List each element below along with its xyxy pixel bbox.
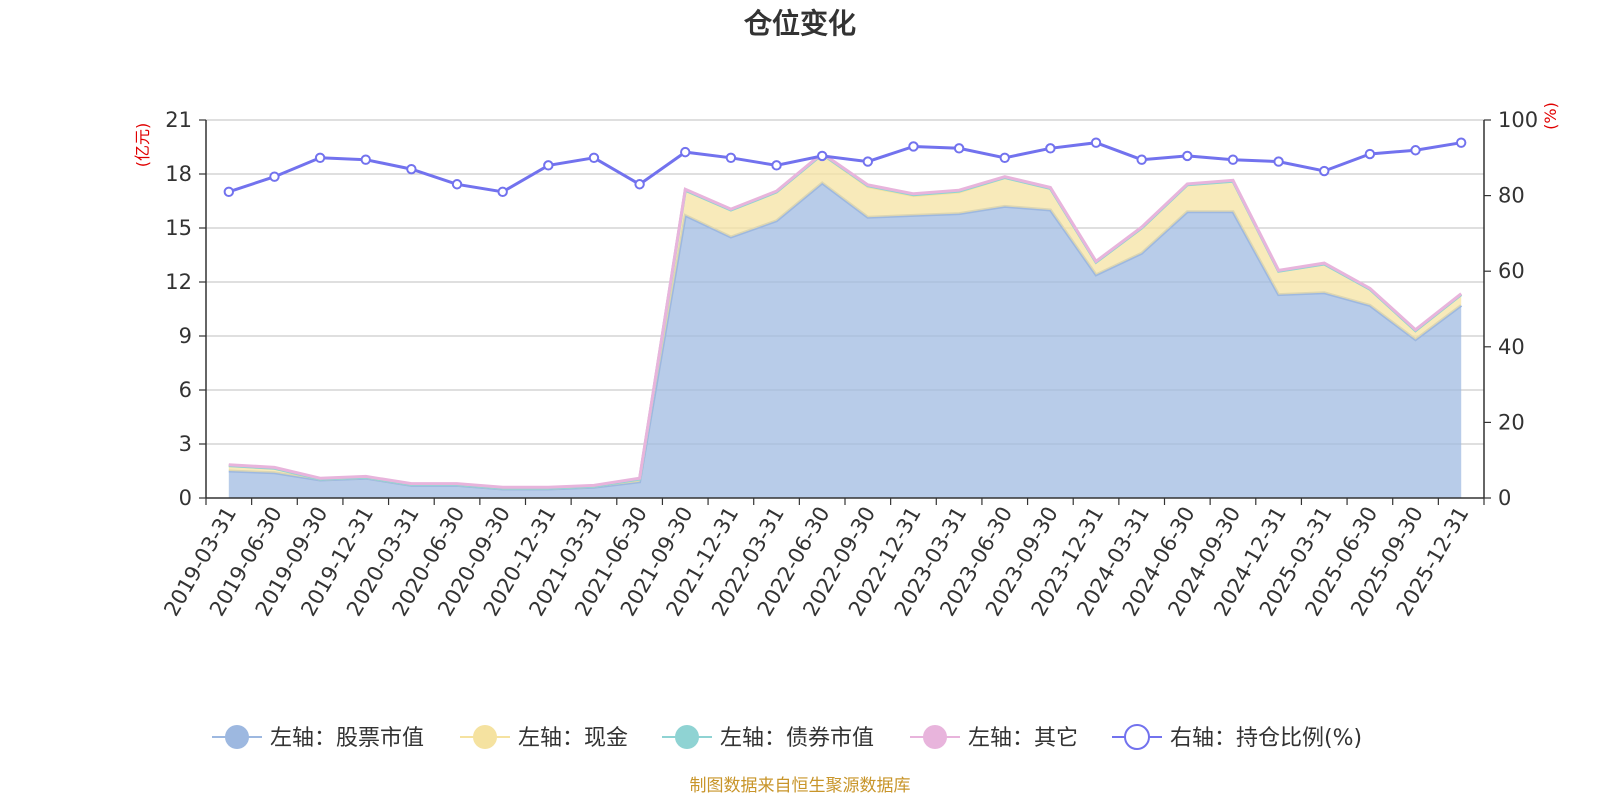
ratio-point bbox=[999, 152, 1010, 164]
left-axis-tick-label: 18 bbox=[165, 162, 192, 186]
area-左轴：股票市值 bbox=[228, 183, 1462, 498]
left-axis-tick-label: 9 bbox=[179, 324, 192, 348]
left-axis-tick-label: 0 bbox=[179, 486, 192, 510]
ratio-point bbox=[1182, 150, 1193, 162]
chart-title: 仓位变化 bbox=[744, 7, 856, 40]
right-axis-tick-label: 40 bbox=[1498, 335, 1525, 359]
left-axis-tick-label: 12 bbox=[165, 270, 192, 294]
legend: 左轴：股票市值 左轴：现金 左轴：债券市值 左轴：其它 右轴：持仓比例(%) bbox=[212, 724, 1362, 751]
area-series bbox=[228, 151, 1463, 498]
legend-item: 左轴：股票市值 bbox=[212, 725, 424, 751]
ratio-point bbox=[816, 150, 828, 162]
ratio-line-series bbox=[223, 137, 1467, 198]
ratio-point bbox=[451, 179, 463, 190]
legend-item: 左轴：债券市值 bbox=[662, 725, 874, 751]
left-axis-tick-label: 3 bbox=[179, 432, 192, 456]
legend-item: 右轴：持仓比例(%) bbox=[1112, 724, 1362, 751]
ratio-point bbox=[953, 143, 965, 154]
ratio-point bbox=[1090, 137, 1102, 148]
ratio-point bbox=[908, 141, 919, 152]
ratio-point bbox=[634, 179, 645, 190]
legend-marker bbox=[1124, 724, 1150, 750]
legend-label: 右轴：持仓比例(%) bbox=[1170, 726, 1362, 751]
right-axis-tick-label: 60 bbox=[1498, 259, 1525, 283]
legend-marker bbox=[923, 725, 947, 749]
legend-item: 左轴：其它 bbox=[910, 725, 1078, 751]
area-左轴：现金 bbox=[228, 154, 1462, 489]
legend-marker bbox=[473, 725, 497, 749]
ratio-point bbox=[497, 186, 508, 198]
ratio-point bbox=[862, 156, 874, 167]
ratio-point bbox=[1273, 156, 1284, 167]
legend-label: 左轴：现金 bbox=[518, 726, 628, 751]
ratio-point bbox=[269, 171, 280, 182]
left-axis-unit: (亿元) bbox=[133, 123, 152, 168]
right-axis-tick-label: 80 bbox=[1498, 184, 1525, 208]
ratio-point bbox=[680, 146, 691, 158]
legend-label: 左轴：债券市值 bbox=[720, 726, 874, 751]
legend-marker bbox=[675, 725, 699, 749]
ratio-point bbox=[1364, 148, 1376, 160]
ratio-point bbox=[360, 154, 371, 165]
right-axis-tick-label: 20 bbox=[1498, 410, 1525, 434]
right-axis-tick-label: 0 bbox=[1498, 486, 1511, 510]
line-右轴：持仓比例(%) bbox=[228, 141, 1462, 194]
right-axis-tick-label: 100 bbox=[1498, 108, 1538, 132]
legend-marker bbox=[225, 725, 249, 749]
ratio-point bbox=[1045, 143, 1056, 154]
area-edge-左轴：其它 bbox=[228, 151, 1463, 489]
left-axis-tick-label: 6 bbox=[179, 378, 192, 402]
data-source-note: 制图数据来自恒生聚源数据库 bbox=[690, 776, 911, 796]
right-axis-unit: (%) bbox=[1541, 102, 1560, 130]
legend-item: 左轴：现金 bbox=[460, 725, 628, 751]
legend-label: 左轴：其它 bbox=[968, 726, 1078, 751]
ratio-point bbox=[543, 160, 554, 171]
left-axis-tick-label: 21 bbox=[165, 108, 192, 132]
ratio-point bbox=[771, 160, 782, 171]
ratio-point bbox=[314, 152, 326, 164]
ratio-point bbox=[1227, 154, 1239, 165]
ratio-point bbox=[406, 163, 417, 175]
ratio-point bbox=[588, 152, 600, 164]
ratio-point bbox=[1136, 154, 1147, 165]
ratio-point bbox=[223, 186, 235, 198]
ratio-point bbox=[1455, 137, 1467, 148]
ratio-point bbox=[1319, 165, 1330, 177]
left-axis-tick-label: 15 bbox=[165, 216, 192, 240]
ratio-point bbox=[1410, 145, 1421, 156]
legend-label: 左轴：股票市值 bbox=[270, 726, 424, 751]
ratio-point bbox=[725, 152, 737, 164]
